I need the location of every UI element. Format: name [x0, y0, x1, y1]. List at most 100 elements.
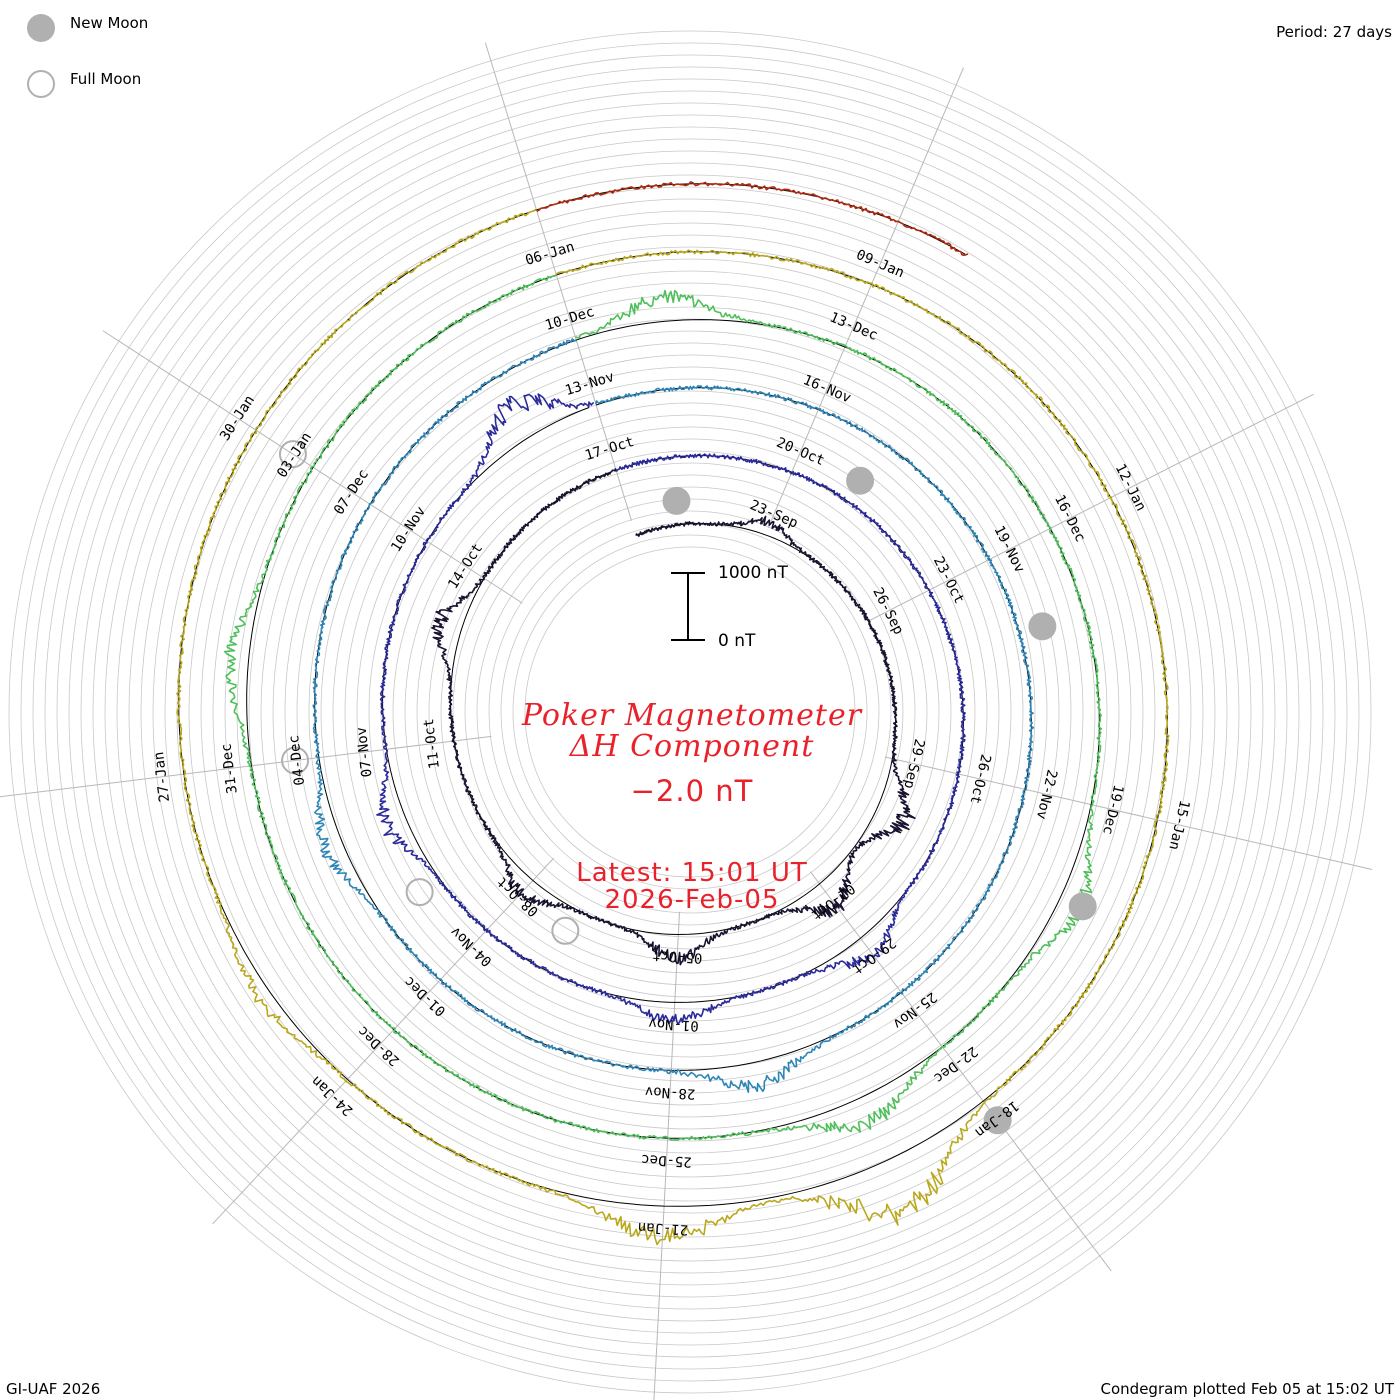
chart-title-line1: Poker Magnetometer: [521, 698, 863, 733]
date-label: 26-Sep: [869, 585, 906, 637]
date-label: 05-Oct: [652, 947, 703, 966]
date-label: 23-Oct: [930, 554, 967, 606]
grid-ring: [524, 546, 856, 878]
grid-ring: [512, 534, 868, 890]
day-spoke: [767, 67, 964, 529]
grid-ring: [308, 330, 1072, 1094]
grid-ring: [368, 390, 1012, 1034]
scale-bar: [671, 572, 705, 641]
day-spoke: [212, 857, 554, 1225]
grid-ring: [188, 210, 1192, 1214]
series-layer: [176, 181, 1170, 1246]
date-label: 09-Jan: [854, 247, 907, 281]
grid-ring: [404, 426, 976, 998]
new-moon-legend-label: New Moon: [70, 14, 149, 32]
date-label: 04-Dec: [286, 734, 308, 786]
grid-ring: [8, 30, 1372, 1394]
grid-ring: [260, 282, 1120, 1142]
grid-ring: [464, 486, 916, 938]
grid-ring: [440, 462, 940, 962]
date-label: 25-Dec: [641, 1151, 692, 1170]
date-label: 28-Nov: [644, 1083, 695, 1102]
date-label: 10-Dec: [543, 304, 596, 334]
date-label: 11-Oct: [421, 718, 443, 770]
full-moon-marker: [281, 746, 310, 775]
latest-date: 2026-Feb-05: [604, 885, 780, 915]
grid-ring: [68, 90, 1312, 1334]
full-moon-legend-label: Full Moon: [70, 70, 142, 88]
grid-ring: [56, 78, 1324, 1346]
date-label: 20-Oct: [774, 435, 827, 469]
grid-ring: [488, 510, 892, 914]
grid-ring: [200, 222, 1180, 1202]
grid-ring: [332, 354, 1048, 1070]
day-spoke: [653, 911, 681, 1400]
full-moon-marker: [405, 878, 434, 907]
date-label: 22-Nov: [1033, 768, 1060, 821]
grid-ring: [392, 414, 988, 1010]
grid-ring: [452, 474, 928, 950]
full-moon-legend-icon: [27, 70, 55, 98]
new-moon-marker: [846, 466, 875, 495]
grid-ring: [296, 318, 1084, 1106]
date-label: 21-Jan: [637, 1219, 688, 1238]
new-moon-marker: [662, 486, 691, 515]
date-label: 19-Dec: [1099, 783, 1126, 836]
grid-ring: [32, 54, 1348, 1370]
new-moon-marker: [1068, 892, 1097, 921]
grid-ring: [44, 66, 1336, 1358]
grid-ring: [128, 150, 1252, 1274]
grid-ring: [80, 102, 1300, 1322]
date-label: 13-Dec: [827, 309, 880, 343]
date-label: 01-Nov: [648, 1015, 699, 1034]
period-label: Period: 27 days: [1276, 23, 1392, 41]
grid-ring: [320, 342, 1060, 1082]
grid-ring: [92, 114, 1288, 1310]
series-rotation-4: [176, 208, 1170, 1246]
grid-ring: [236, 258, 1144, 1166]
series-rotation-1: [376, 393, 966, 1025]
grid-ring: [428, 450, 952, 974]
date-label: 27-Jan: [151, 751, 173, 803]
latest-time: Latest: 15:01 UT: [576, 858, 808, 888]
grid-ring: [152, 174, 1228, 1250]
grid-ring: [356, 378, 1024, 1046]
full-moon-marker: [278, 440, 307, 469]
grid-ring: [116, 138, 1264, 1286]
day-spoke: [884, 756, 1373, 870]
day-spoke: [867, 393, 1314, 622]
new-moon-marker: [1028, 612, 1057, 641]
grid-ring: [284, 306, 1096, 1118]
grid-ring: [164, 186, 1216, 1238]
grid-ring: [344, 366, 1036, 1058]
grid-ring: [20, 42, 1360, 1382]
grid-ring: [248, 270, 1132, 1154]
date-label: 31-Dec: [219, 742, 241, 794]
current-value: −2.0 nT: [630, 774, 754, 808]
day-spoke: [484, 42, 633, 521]
spoke-layer: [0, 42, 1373, 1400]
date-label: 16-Dec: [1051, 492, 1088, 544]
date-label: 07-Nov: [354, 726, 376, 778]
grid-ring: [104, 126, 1276, 1298]
series-rotation-0: [431, 468, 916, 966]
series-rotation-3: [223, 274, 1103, 1141]
grid-ring: [224, 246, 1156, 1178]
date-label: 19-Nov: [990, 523, 1027, 575]
moon-markers: [278, 440, 1097, 1135]
chart-title-line2: ΔH Component: [569, 729, 815, 764]
new-moon-legend-icon: [27, 14, 55, 42]
footer-plotted: Condegram plotted Feb 05 at 15:02 UT: [1100, 1380, 1394, 1398]
scale-bottom-label: 0 nT: [718, 631, 756, 651]
grid-ring: [272, 294, 1108, 1130]
date-label: 29-Oct: [849, 934, 899, 977]
footer-credit: GI-UAF 2026: [6, 1380, 101, 1398]
new-moon-marker: [983, 1106, 1012, 1135]
reference-circles: [178, 183, 1168, 1207]
full-moon-marker: [551, 916, 580, 945]
series-rotation-5: [536, 181, 969, 257]
day-spoke: [0, 735, 492, 798]
series-rotation-2: [312, 338, 1035, 1093]
date-label: 28-Dec: [355, 1023, 403, 1069]
